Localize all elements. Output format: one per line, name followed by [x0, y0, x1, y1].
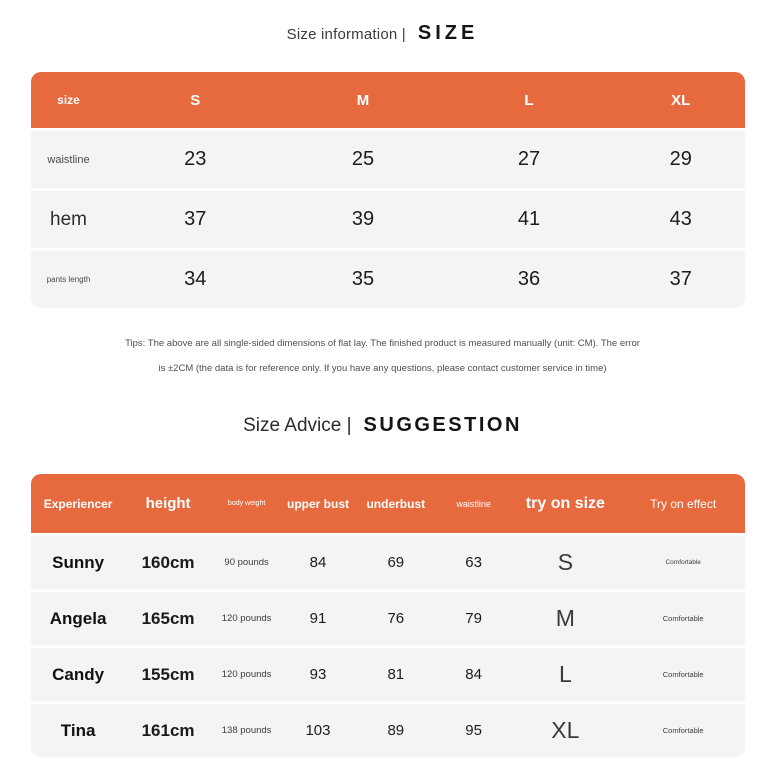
column-header-waistline: waistline — [456, 498, 491, 509]
table-cell: 155cm — [141, 664, 195, 684]
try-on-size-value: S — [557, 549, 574, 575]
table-cell: 36 — [517, 268, 541, 290]
table-cell: 81 — [387, 666, 405, 683]
table-cell: 29 — [669, 148, 692, 170]
table-row-candy: Candy 155cm 120 pounds 93 81 84 L Comfor… — [31, 648, 745, 701]
row-label: pants length — [46, 275, 91, 284]
table-row-angela: Angela 165cm 120 pounds 91 76 79 M Comfo… — [31, 592, 745, 645]
size-information-title-emphasis: SIZE — [417, 22, 479, 44]
table-cell: 138 pounds — [221, 725, 272, 736]
table-row-waistline: waistline 23 25 27 29 — [31, 131, 745, 188]
experiencer-name: Candy — [52, 664, 105, 684]
table-row-tina: Tina 161cm 138 pounds 103 89 95 XL Comfo… — [31, 704, 745, 757]
table-cell: 160cm — [141, 552, 195, 572]
table-cell: 37 — [669, 268, 692, 290]
table-cell: 95 — [465, 722, 482, 739]
table-cell: 93 — [309, 666, 327, 683]
table-cell: 37 — [184, 208, 207, 230]
size-advice-title-emphasis: SUGGESTION — [363, 414, 522, 436]
table-cell: 79 — [465, 610, 482, 627]
table-cell: 39 — [351, 208, 375, 230]
tips-line-1: Tips: The above are all single-sided dim… — [125, 338, 640, 349]
try-on-effect-value: Comfortable — [662, 670, 704, 679]
size-information-title-text: Size information | — [286, 26, 406, 43]
tips-line-2: is ±2CM (the data is for reference only.… — [158, 363, 607, 374]
experiencer-name: Angela — [49, 608, 107, 628]
column-header-try-on-size: try on size — [525, 494, 605, 512]
column-header-try-on-effect: Try on effect — [650, 496, 717, 511]
column-header-body-weight: body weight — [227, 500, 266, 507]
column-header-xl: XL — [671, 91, 691, 109]
table-cell: 103 — [305, 722, 331, 739]
table-cell: 165cm — [141, 608, 195, 628]
experiencer-name: Sunny — [52, 552, 105, 572]
table-cell: 63 — [465, 554, 482, 571]
size-information-title: Size information | SIZE — [0, 22, 765, 45]
table-cell: 84 — [465, 666, 482, 683]
table-cell: 120 pounds — [221, 669, 272, 680]
size-table: size S M L XL waistline 23 25 27 29 hem … — [31, 72, 745, 308]
table-cell: 25 — [351, 148, 375, 170]
table-cell: 91 — [309, 610, 327, 627]
table-row-sunny: Sunny 160cm 90 pounds 84 69 63 S Comfort… — [31, 536, 745, 589]
column-header-height: height — [145, 495, 191, 512]
table-cell: 23 — [184, 148, 207, 170]
table-row-pants-length: pants length 34 35 36 37 — [31, 251, 745, 308]
try-on-effect-value: Comfortable — [662, 614, 704, 623]
try-on-size-value: L — [558, 661, 572, 687]
table-cell: 43 — [669, 208, 692, 230]
table-cell: 120 pounds — [221, 613, 272, 624]
try-on-size-value: M — [555, 605, 575, 631]
try-on-size-value: XL — [551, 717, 580, 743]
column-header-underbust: underbust — [366, 496, 426, 511]
suggestion-table-header-row: Experiencer height body weight upper bus… — [31, 474, 745, 533]
column-header-size: size — [57, 93, 80, 107]
column-header-experiencer: Experiencer — [43, 496, 113, 511]
table-cell: 41 — [517, 208, 541, 230]
size-advice-title-text: Size Advice | — [243, 415, 352, 436]
table-cell: 27 — [517, 148, 541, 170]
row-label: hem — [50, 208, 87, 230]
suggestion-table: Experiencer height body weight upper bus… — [31, 474, 745, 757]
size-advice-title: Size Advice | SUGGESTION — [0, 414, 765, 437]
measurement-tips: Tips: The above are all single-sided dim… — [0, 331, 765, 381]
table-cell: 84 — [309, 554, 327, 571]
table-cell: 34 — [184, 268, 207, 290]
row-label: waistline — [47, 153, 90, 166]
experiencer-name: Tina — [60, 720, 96, 740]
table-cell: 161cm — [141, 720, 195, 740]
size-table-header-row: size S M L XL — [31, 72, 745, 128]
try-on-effect-value: Comfortable — [665, 559, 701, 566]
try-on-effect-value: Comfortable — [662, 726, 704, 735]
table-cell: 90 pounds — [224, 557, 269, 568]
table-cell: 35 — [351, 268, 375, 290]
table-cell: 76 — [387, 610, 405, 627]
table-cell: 89 — [387, 722, 405, 739]
table-cell: 69 — [387, 554, 405, 571]
column-header-m: M — [356, 91, 370, 109]
table-row-hem: hem 37 39 41 43 — [31, 191, 745, 248]
column-header-s: S — [190, 91, 201, 109]
column-header-l: L — [524, 91, 534, 109]
column-header-upper-bust: upper bust — [286, 496, 349, 511]
